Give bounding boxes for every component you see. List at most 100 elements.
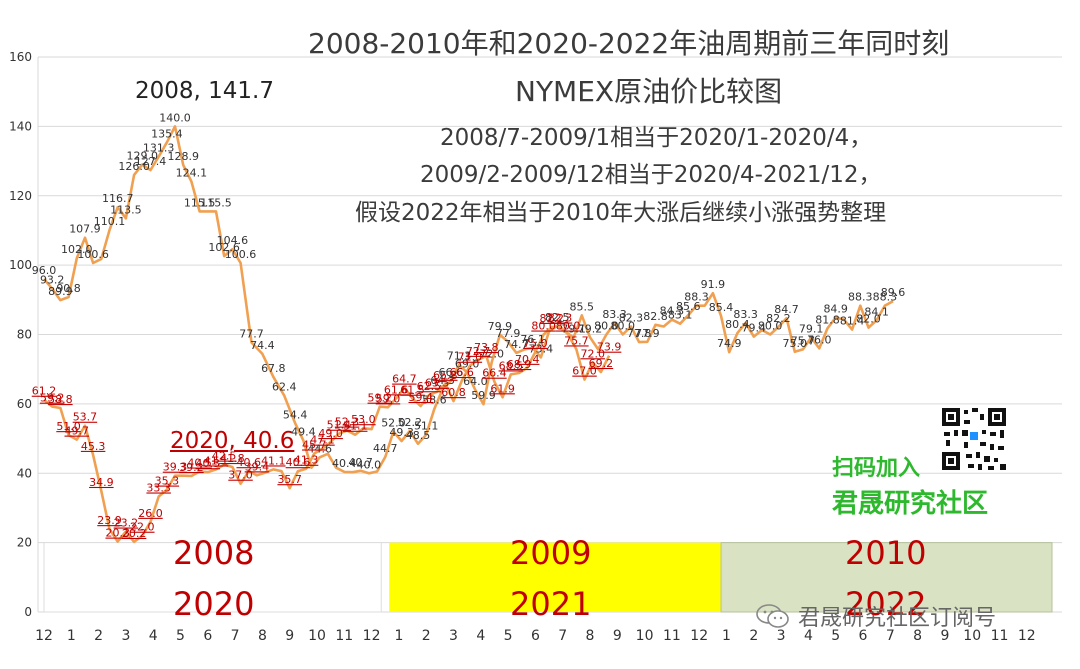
data-label-2020: 45.7 xyxy=(302,438,327,451)
low-2020-annotation: 2020, 40.6 xyxy=(170,428,295,454)
data-label-2008: 40.0 xyxy=(357,458,382,471)
data-label-2020: 51.0 xyxy=(56,420,81,433)
data-label-2020: 41.3 xyxy=(294,454,319,467)
y-tick-label: 140 xyxy=(9,119,32,133)
data-label-2008: 81.8 xyxy=(815,313,840,326)
y-tick-label: 80 xyxy=(17,328,32,342)
data-label-2008: 80.0 xyxy=(611,320,636,333)
x-tick-label: 2 xyxy=(749,628,758,644)
data-label-2008: 127.4 xyxy=(135,155,167,168)
data-label-2008: 79.2 xyxy=(578,322,603,335)
data-label-2008: 82.8 xyxy=(643,310,668,323)
chart-title-line-2: NYMEX原油价比较图 xyxy=(515,75,783,108)
x-tick-label: 8 xyxy=(913,628,922,644)
data-label-2008: 82.3 xyxy=(619,312,644,325)
data-label-2008: 102.6 xyxy=(208,241,240,254)
data-label-2020: 66.6 xyxy=(449,366,474,379)
data-label-2008: 91.9 xyxy=(701,278,726,291)
data-label-2008: 74.7 xyxy=(504,338,529,351)
data-label-2020: 69.2 xyxy=(589,357,614,370)
data-label-2020: 37.0 xyxy=(228,469,253,482)
x-tick-label: 4 xyxy=(804,628,813,644)
data-label-2008: 85.5 xyxy=(570,300,595,313)
data-label-2020: 72.7 xyxy=(466,345,491,358)
data-label-2008: 44.7 xyxy=(373,442,398,455)
data-label-2020: 42.5 xyxy=(212,450,237,463)
data-label-2020: 45.3 xyxy=(81,440,106,453)
series-line-2008 xyxy=(43,125,894,475)
x-tick-label: 7 xyxy=(886,628,895,644)
data-label-2008: 73.4 xyxy=(529,342,554,355)
watermark-text: 君晟研究社区订阅号 xyxy=(798,606,997,631)
data-label-2020: 47.1 xyxy=(310,434,335,447)
y-tick-label: 60 xyxy=(17,397,32,411)
x-tick-label: 6 xyxy=(203,628,212,644)
data-label-2020: 70.4 xyxy=(515,353,540,366)
data-label-2008: 82.0 xyxy=(856,313,881,326)
data-label-2008: 93.2 xyxy=(40,274,65,287)
year-label-2020: 2020 xyxy=(173,585,255,623)
data-label-2020: 22.0 xyxy=(130,521,155,534)
data-label-2008: 77.8 xyxy=(627,327,652,340)
year-label-2008: 2008 xyxy=(173,534,255,572)
year-label-2022: 2022 xyxy=(845,585,927,623)
data-label-2008: 77.9 xyxy=(635,327,660,340)
data-label-2020: 64.7 xyxy=(392,373,417,386)
data-label-2020: 33.3 xyxy=(146,481,171,494)
x-tick-label: 2 xyxy=(422,628,431,644)
data-label-2008: 80.4 xyxy=(725,318,750,331)
data-label-2008: 79.4 xyxy=(742,322,767,335)
data-label-2008: 80.0 xyxy=(594,320,619,333)
data-label-2008: 49.4 xyxy=(291,426,316,439)
x-tick-label: 3 xyxy=(449,628,458,644)
data-label-2020: 34.9 xyxy=(89,476,114,489)
x-tick-label: 3 xyxy=(777,628,786,644)
data-label-2020: 23.2 xyxy=(114,517,139,530)
data-label-2020: 82.3 xyxy=(548,312,573,325)
year-block-2010-2022 xyxy=(720,542,1053,613)
data-label-2008: 40.4 xyxy=(332,457,357,470)
x-tick-label: 12 xyxy=(363,628,381,644)
data-label-2020: 20.3 xyxy=(105,527,130,540)
data-label-2020: 68.9 xyxy=(507,358,532,371)
data-label-2008: 83.3 xyxy=(733,308,758,321)
data-label-2020: 60.8 xyxy=(441,386,466,399)
data-label-2008: 131.3 xyxy=(143,142,175,155)
data-label-2020: 35.7 xyxy=(277,473,302,486)
data-label-2008: 79.1 xyxy=(799,323,824,336)
data-label-2008: 140.0 xyxy=(159,111,191,124)
data-label-2020: 53.0 xyxy=(351,413,376,426)
data-label-2008: 110.1 xyxy=(94,215,126,228)
x-tick-label: 10 xyxy=(963,628,981,644)
data-label-2020: 49.0 xyxy=(318,427,343,440)
data-label-2008: 96.0 xyxy=(32,264,57,277)
data-label-2008: 52.2 xyxy=(398,416,423,429)
data-label-2008: 74.4 xyxy=(250,339,275,352)
series-lines-layer xyxy=(43,125,894,544)
data-label-2008: 76.1 xyxy=(520,333,545,346)
x-tick-label: 8 xyxy=(258,628,267,644)
data-label-2020: 41.1 xyxy=(204,454,229,467)
data-label-2008: 89.9 xyxy=(48,285,73,298)
wechat-icon xyxy=(756,604,789,628)
x-tick-label: 4 xyxy=(476,628,485,644)
data-label-2020: 59.2 xyxy=(368,392,393,405)
data-label-2008: 81.4 xyxy=(840,315,865,328)
data-label-2020: 41.1 xyxy=(261,454,286,467)
qr-code-icon[interactable] xyxy=(940,406,1008,472)
data-label-2020: 40.5 xyxy=(187,457,212,470)
x-tick-label: 6 xyxy=(859,628,868,644)
data-label-2020: 58.8 xyxy=(48,393,73,406)
year-label-2021: 2021 xyxy=(510,585,592,623)
x-tick-label: 3 xyxy=(121,628,130,644)
data-label-2008: 52.0 xyxy=(381,417,406,430)
data-label-2008: 49.3 xyxy=(389,426,414,439)
y-tick-label: 0 xyxy=(24,605,32,619)
year-label-2010: 2010 xyxy=(845,534,927,572)
data-label-2008: 90.8 xyxy=(56,282,81,295)
data-label-2008: 75.0 xyxy=(783,337,808,350)
data-label-2008: 102.0 xyxy=(61,243,93,256)
data-label-2008: 116.7 xyxy=(102,192,134,205)
x-tick-label: 12 xyxy=(690,628,708,644)
